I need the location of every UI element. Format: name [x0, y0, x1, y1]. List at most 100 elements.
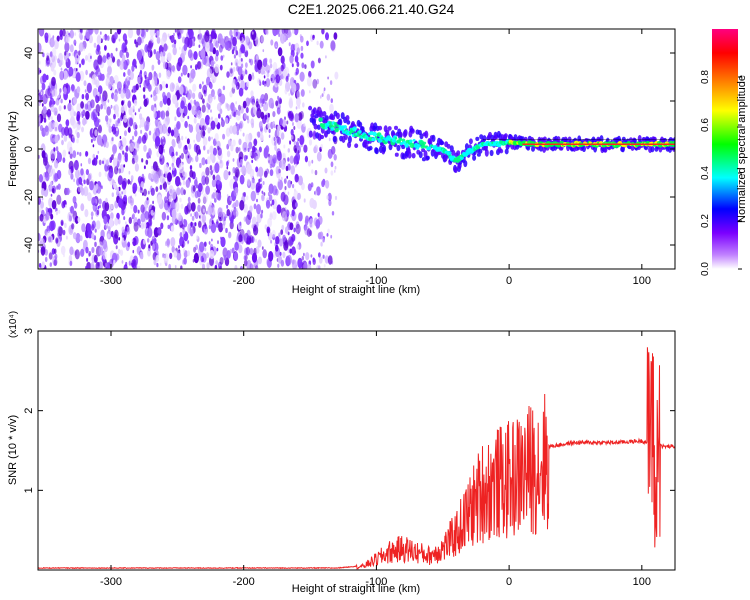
noise-speckle [42, 93, 48, 105]
noise-speckle [182, 180, 186, 186]
noise-speckle [123, 201, 126, 205]
noise-speckle [264, 101, 267, 105]
noise-speckle [230, 216, 234, 224]
noise-speckle [265, 199, 271, 209]
noise-speckle [128, 170, 131, 175]
noise-speckle [209, 145, 214, 154]
noise-speckle [121, 54, 126, 62]
noise-speckle [86, 151, 89, 156]
signal-core [412, 138, 416, 142]
noise-speckle [54, 253, 58, 260]
colorbar-ticks: 0.0 0.2 0.4 0.6 0.8 [700, 70, 742, 276]
noise-speckle [111, 35, 117, 44]
noise-speckle [243, 191, 246, 198]
noise-speckle [95, 183, 99, 190]
noise-speckle [288, 100, 293, 109]
noise-speckle [261, 194, 265, 202]
noise-speckle [189, 169, 194, 178]
noise-speckle [127, 100, 132, 108]
signal-core [415, 146, 420, 150]
noise-speckle [205, 185, 211, 195]
noise-speckle [55, 210, 59, 216]
signal-halo [347, 135, 352, 144]
noise-speckle [110, 203, 114, 210]
noise-speckle [277, 124, 281, 132]
noise-speckle [134, 192, 137, 197]
noise-speckle [252, 223, 257, 232]
heatmap-x-axis-label: Height of straight line (km) [292, 284, 420, 296]
signal-core [343, 125, 347, 129]
noise-speckle [215, 174, 221, 185]
noise-speckle [97, 125, 103, 134]
noise-speckle [139, 69, 143, 75]
signal-core [422, 143, 426, 148]
noise-speckle [206, 262, 210, 269]
noise-speckle [63, 87, 67, 95]
noise-speckle [85, 246, 89, 254]
noise-speckle [134, 130, 138, 137]
signal-halo [421, 157, 426, 162]
noise-speckle [247, 98, 251, 105]
noise-speckle [204, 89, 206, 93]
noise-speckle [329, 80, 333, 85]
noise-speckle [163, 173, 166, 178]
signal-core [330, 127, 335, 131]
snr-y-ticks: 1 2 3 [23, 328, 675, 493]
noise-speckle [197, 110, 202, 119]
signal-halo [440, 141, 445, 145]
noise-speckle [198, 220, 202, 228]
noise-speckle [213, 95, 216, 100]
noise-speckle [155, 127, 160, 138]
noise-speckle [179, 29, 185, 35]
signal-halo [453, 166, 458, 173]
noise-speckle [52, 168, 56, 175]
noise-speckle [140, 222, 145, 230]
noise-speckle [125, 88, 131, 100]
noise-speckle [167, 55, 171, 62]
noise-speckle [139, 186, 143, 194]
noise-speckle [211, 220, 214, 225]
noise-speckle [76, 103, 82, 113]
noise-speckle [41, 103, 44, 107]
noise-speckle [70, 205, 75, 214]
noise-speckle [243, 168, 247, 175]
noise-speckle [334, 195, 338, 201]
noise-speckle [217, 192, 222, 201]
noise-speckle [258, 146, 262, 153]
noise-speckle [268, 194, 273, 202]
signal-halo [424, 130, 429, 139]
noise-speckle [43, 156, 48, 166]
noise-speckle [290, 165, 296, 175]
noise-speckle [277, 263, 280, 268]
noise-speckle [188, 124, 194, 133]
noise-speckle [298, 212, 303, 222]
noise-speckle [118, 38, 121, 42]
noise-speckle [60, 67, 63, 71]
noise-speckle [204, 114, 211, 126]
signal-core [318, 117, 323, 122]
noise-speckle [120, 145, 124, 153]
noise-speckle [305, 252, 310, 261]
noise-speckle [81, 58, 85, 66]
noise-speckle [163, 43, 168, 52]
noise-speckle [100, 229, 105, 239]
noise-speckle [223, 216, 226, 222]
noise-speckle [321, 93, 324, 97]
noise-speckle [63, 70, 68, 80]
noise-speckle [239, 200, 245, 211]
noise-speckle [267, 217, 272, 228]
noise-speckle [50, 213, 54, 220]
noise-speckle [201, 214, 207, 223]
noise-speckle [197, 61, 202, 70]
noise-speckle [222, 54, 225, 58]
noise-speckle [270, 203, 273, 207]
noise-speckle [233, 251, 239, 261]
noise-speckle [104, 201, 110, 212]
noise-speckle [97, 150, 100, 154]
noise-speckle [279, 251, 282, 256]
noise-speckle [163, 253, 169, 264]
noise-speckle [330, 161, 334, 168]
noise-speckle [131, 238, 134, 243]
noise-speckle [209, 82, 213, 90]
noise-speckle [78, 50, 81, 56]
